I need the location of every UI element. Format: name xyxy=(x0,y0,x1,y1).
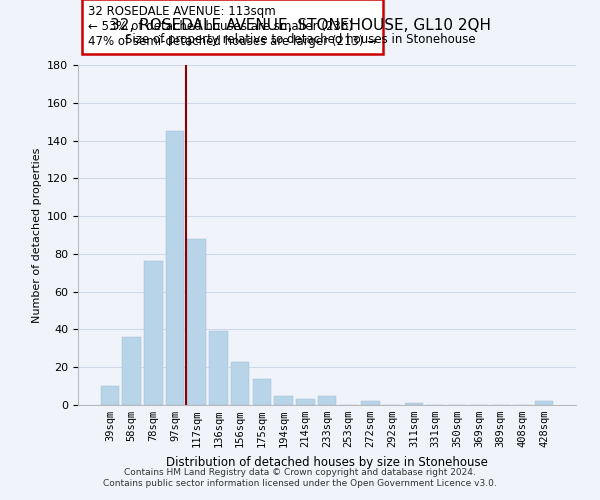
Bar xyxy=(404,403,423,405)
Y-axis label: Number of detached properties: Number of detached properties xyxy=(32,148,41,322)
Bar xyxy=(361,401,380,405)
Bar xyxy=(535,401,553,405)
Bar xyxy=(166,131,184,405)
Bar xyxy=(274,396,293,405)
Bar xyxy=(209,332,227,405)
Text: Size of property relative to detached houses in Stonehouse: Size of property relative to detached ho… xyxy=(125,32,475,46)
Text: 32 ROSEDALE AVENUE: 113sqm
← 53% of detached houses are smaller (236)
47% of sem: 32 ROSEDALE AVENUE: 113sqm ← 53% of deta… xyxy=(88,5,377,48)
Bar xyxy=(318,396,336,405)
Bar xyxy=(253,378,271,405)
Bar xyxy=(122,337,141,405)
Bar xyxy=(101,386,119,405)
Bar xyxy=(296,400,314,405)
Bar xyxy=(144,262,163,405)
Bar xyxy=(187,239,206,405)
Text: Contains HM Land Registry data © Crown copyright and database right 2024.
Contai: Contains HM Land Registry data © Crown c… xyxy=(103,468,497,487)
Text: 32, ROSEDALE AVENUE, STONEHOUSE, GL10 2QH: 32, ROSEDALE AVENUE, STONEHOUSE, GL10 2Q… xyxy=(110,18,491,32)
X-axis label: Distribution of detached houses by size in Stonehouse: Distribution of detached houses by size … xyxy=(166,456,488,468)
Bar xyxy=(231,362,250,405)
